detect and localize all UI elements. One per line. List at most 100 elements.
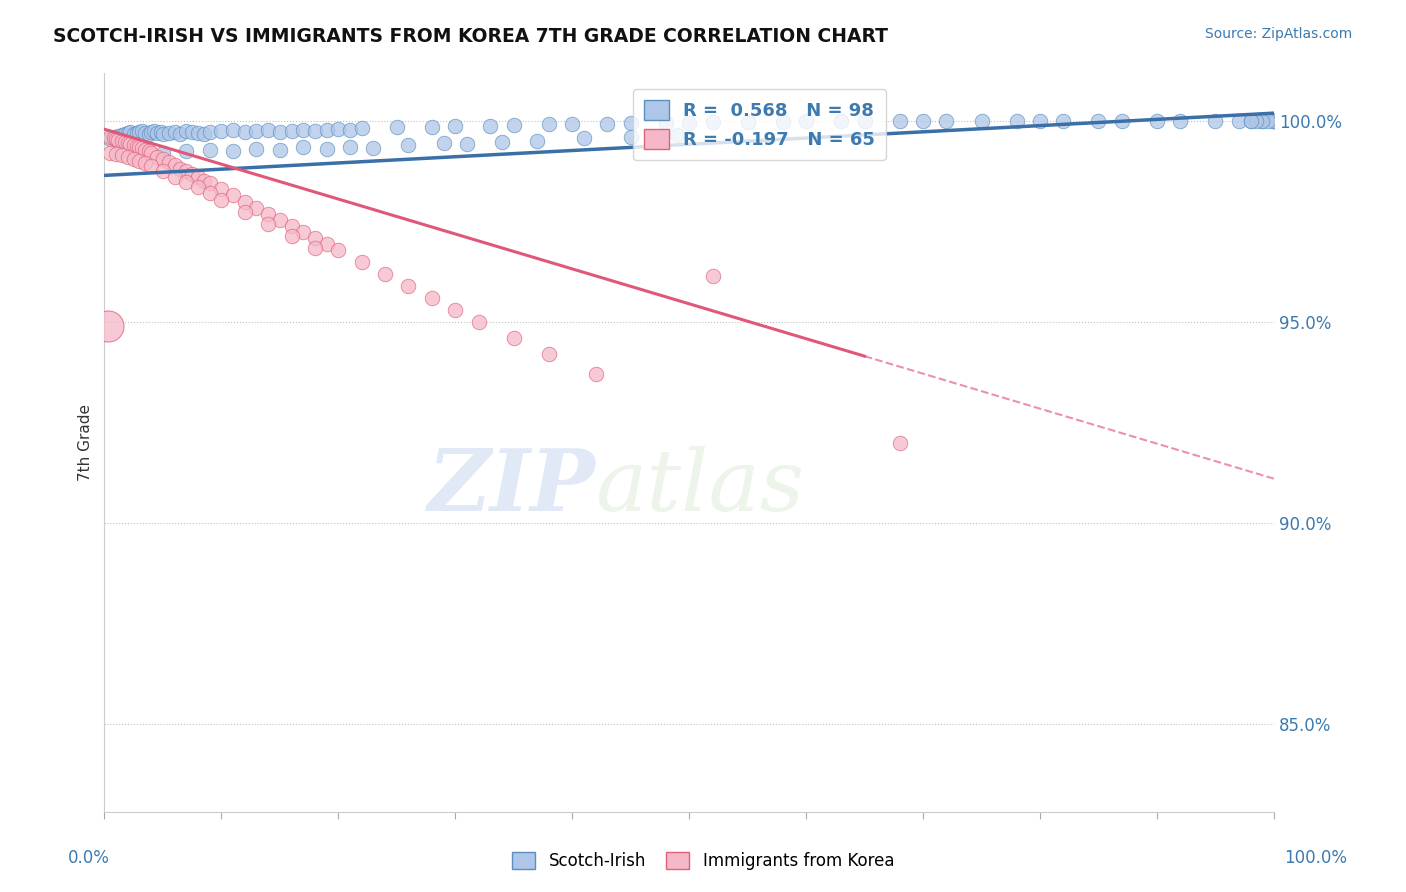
Point: [245, 124, 267, 138]
Point: [181, 167, 204, 181]
Point: [702, 268, 724, 283]
Point: [149, 125, 172, 139]
Point: [432, 136, 454, 151]
Point: [620, 130, 643, 145]
Legend: R =  0.568   N = 98, R = -0.197   N = 65: R = 0.568 N = 98, R = -0.197 N = 65: [633, 89, 886, 160]
Point: [169, 127, 191, 141]
Point: [187, 180, 209, 194]
Point: [141, 146, 163, 161]
Point: [257, 123, 280, 137]
Point: [114, 127, 136, 141]
Point: [257, 206, 280, 220]
Point: [122, 138, 145, 153]
Point: [111, 134, 134, 148]
Point: [163, 158, 186, 172]
Point: [970, 114, 993, 128]
Point: [131, 124, 153, 138]
Point: [146, 126, 169, 140]
Point: [117, 150, 139, 164]
Point: [889, 114, 911, 128]
Point: [222, 123, 245, 137]
Point: [280, 228, 302, 243]
Point: [209, 124, 232, 138]
Point: [420, 120, 443, 135]
Point: [561, 117, 583, 131]
Point: [169, 161, 191, 176]
Point: [502, 118, 524, 132]
Point: [131, 141, 153, 155]
Point: [198, 143, 221, 157]
Point: [269, 212, 291, 227]
Point: [292, 225, 315, 239]
Point: [385, 120, 408, 135]
Point: [152, 153, 174, 167]
Point: [666, 128, 689, 143]
Point: [772, 115, 794, 129]
Point: [163, 169, 186, 184]
Point: [935, 114, 957, 128]
Point: [257, 217, 280, 231]
Point: [134, 126, 156, 140]
Point: [98, 132, 121, 146]
Point: [702, 115, 724, 129]
Text: SCOTCH-IRISH VS IMMIGRANTS FROM KOREA 7TH GRADE CORRELATION CHART: SCOTCH-IRISH VS IMMIGRANTS FROM KOREA 7T…: [53, 27, 889, 45]
Point: [141, 125, 163, 139]
Point: [620, 116, 643, 130]
Point: [138, 145, 160, 159]
Point: [187, 126, 209, 140]
Point: [117, 136, 139, 151]
Point: [491, 135, 513, 149]
Text: 100.0%: 100.0%: [1284, 849, 1347, 867]
Point: [163, 125, 186, 139]
Point: [1005, 114, 1028, 128]
Point: [141, 159, 163, 173]
Point: [105, 132, 128, 146]
Point: [222, 188, 245, 202]
Point: [339, 140, 361, 154]
Point: [830, 114, 852, 128]
Point: [142, 124, 165, 138]
Point: [350, 121, 373, 136]
Point: [174, 124, 197, 138]
Point: [198, 177, 221, 191]
Point: [152, 164, 174, 178]
Point: [98, 130, 121, 145]
Point: [120, 137, 142, 152]
Point: [146, 149, 169, 163]
Point: [794, 114, 817, 128]
Point: [398, 278, 420, 293]
Point: [1239, 114, 1261, 128]
Point: [678, 116, 700, 130]
Point: [111, 148, 134, 162]
Point: [1227, 114, 1250, 128]
Point: [98, 146, 121, 161]
Legend: Scotch-Irish, Immigrants from Korea: Scotch-Irish, Immigrants from Korea: [505, 845, 901, 877]
Point: [233, 194, 256, 209]
Point: [198, 186, 221, 201]
Point: [122, 127, 145, 141]
Point: [315, 123, 337, 137]
Point: [537, 117, 560, 131]
Text: Source: ZipAtlas.com: Source: ZipAtlas.com: [1205, 27, 1353, 41]
Point: [105, 147, 128, 161]
Point: [97, 319, 120, 334]
Point: [1239, 114, 1261, 128]
Point: [292, 140, 315, 154]
Point: [174, 145, 197, 159]
Point: [596, 117, 619, 131]
Point: [280, 124, 302, 138]
Point: [1111, 114, 1133, 128]
Point: [328, 243, 350, 257]
Point: [1251, 114, 1274, 128]
Point: [117, 126, 139, 140]
Point: [912, 114, 935, 128]
Point: [222, 145, 245, 159]
Point: [572, 131, 595, 145]
Point: [1204, 114, 1226, 128]
Point: [585, 368, 607, 382]
Point: [737, 115, 759, 129]
Point: [105, 131, 128, 145]
Point: [138, 127, 160, 141]
Point: [127, 139, 149, 153]
Point: [134, 156, 156, 170]
